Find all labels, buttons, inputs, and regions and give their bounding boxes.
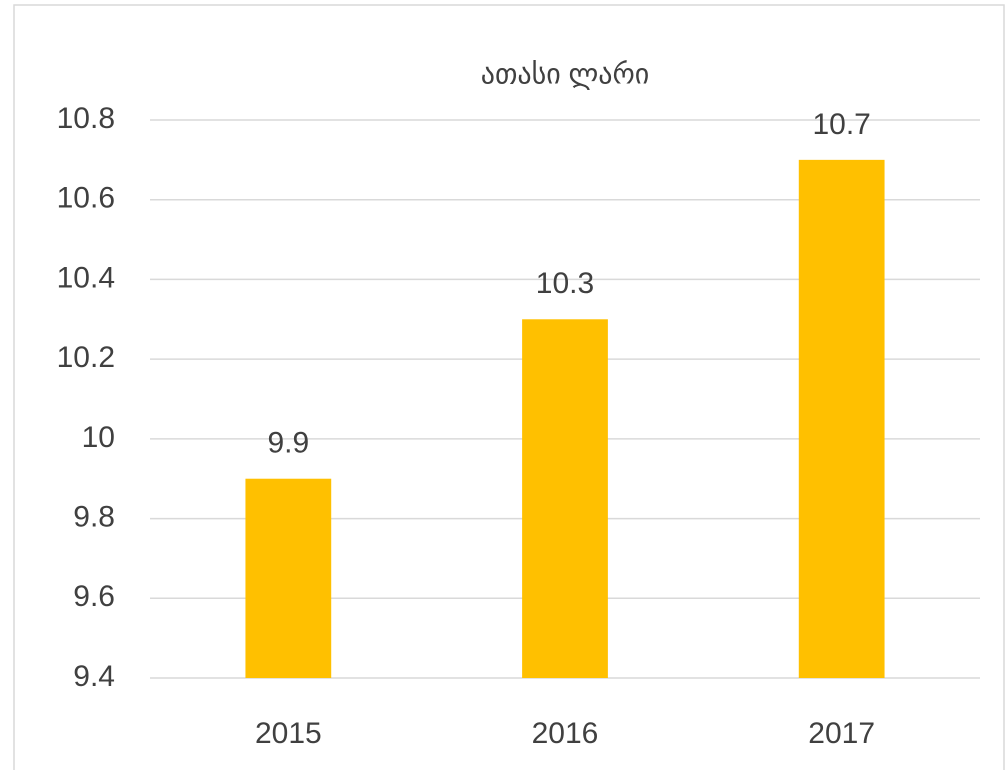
- y-tick-label: 9.4: [73, 660, 115, 693]
- y-tick-label: 10.8: [57, 102, 115, 135]
- y-tick-label: 10.6: [57, 182, 115, 215]
- bar: [798, 159, 885, 678]
- data-label: 9.9: [267, 427, 309, 460]
- y-tick-label: 10.4: [57, 261, 115, 294]
- bar: [245, 478, 332, 678]
- y-tick-label: 9.6: [73, 580, 115, 613]
- y-tick-label: 10: [82, 421, 115, 454]
- data-label: 10.7: [812, 108, 870, 141]
- chart-title: ათასი ლარი: [481, 58, 650, 89]
- x-tick-label: 2015: [255, 717, 322, 750]
- bar: [522, 319, 608, 678]
- x-tick-label: 2016: [532, 717, 599, 750]
- y-tick-label: 9.8: [73, 500, 115, 533]
- y-tick-label: 10.2: [57, 341, 115, 374]
- data-label: 10.3: [536, 267, 594, 300]
- x-tick-label: 2017: [808, 717, 875, 750]
